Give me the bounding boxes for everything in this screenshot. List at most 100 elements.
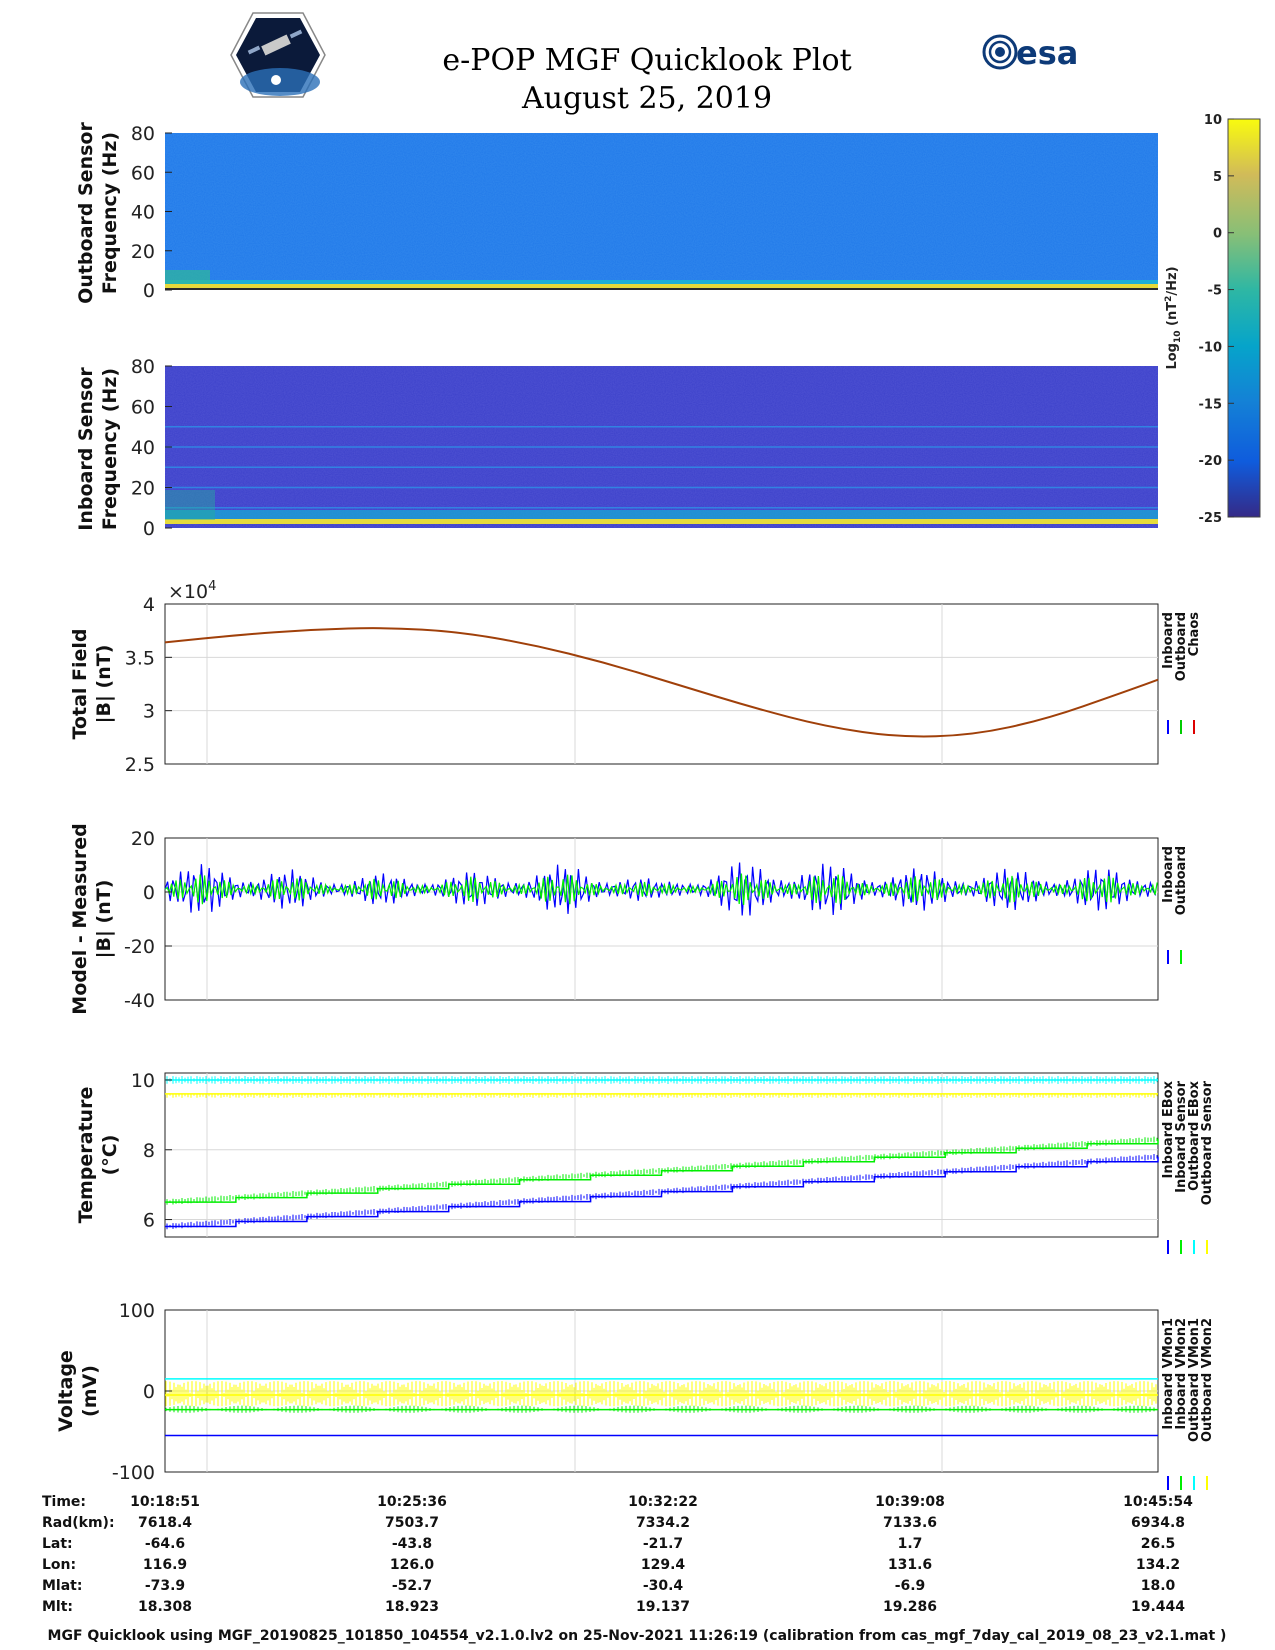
esa-logo-text: esa xyxy=(1016,34,1078,72)
ephemeris-cell: -43.8 xyxy=(392,1536,432,1552)
temperature-panel: 10 8 6 Temperature (°C) Inboard EBoxInboar… xyxy=(75,1070,1215,1254)
total-field-panel: 4 3.5 3 2.5 ×104 Total Field |B| (nT) Inboa… xyxy=(69,579,1202,776)
colorbar-tick-label: 10 xyxy=(1204,113,1222,128)
colorbar: 10 5 0 -5 -10 -15 -20 -25 Log10 (nT2/Hz) xyxy=(1164,113,1261,526)
colorbar-tick-label: -20 xyxy=(1199,454,1223,469)
ephemeris-cell: 10:32:22 xyxy=(628,1494,698,1510)
ephemeris-cell: -64.6 xyxy=(145,1536,185,1552)
legend-label: Outboard xyxy=(1174,612,1189,681)
legend-label: Inboard VMon1 xyxy=(1161,1318,1176,1430)
y-tick-label: 8 xyxy=(143,1140,155,1162)
total-field-ylabel-2: |B| (nT) xyxy=(93,645,115,724)
temperature-ylabel-1: Temperature xyxy=(75,1087,97,1224)
ephemeris-row-label: Mlt: xyxy=(42,1599,73,1615)
y-tick-label: 3.5 xyxy=(125,647,155,669)
y-tick-label: -40 xyxy=(124,990,155,1012)
ephemeris-table: Time: Rad(km): Lat: Lon: Mlat: Mlt: 10:18:51 76… xyxy=(42,1494,1193,1615)
cassiope-logo xyxy=(230,12,326,98)
temperature-series-noise xyxy=(166,1136,1158,1205)
esa-logo: esa xyxy=(982,34,1078,72)
outboard-residual-line xyxy=(164,873,1158,905)
ephemeris-cell: 129.4 xyxy=(641,1557,686,1573)
ephemeris-cell: 116.9 xyxy=(143,1557,187,1573)
ephemeris-cell: 7133.6 xyxy=(883,1515,937,1531)
outboard-spectrogram-ylabel-2: Frequency (Hz) xyxy=(99,132,121,294)
y-tick-label: 60 xyxy=(131,397,155,419)
y-tick-label: 2.5 xyxy=(125,754,155,776)
ephemeris-row-label: Mlat: xyxy=(42,1578,82,1594)
y-tick-label: 80 xyxy=(131,356,155,378)
y-tick-label: 20 xyxy=(131,241,155,263)
inboard-low-band-2 xyxy=(165,519,1158,524)
colorbar-tick-label: -10 xyxy=(1199,340,1223,355)
y-tick-label: 6 xyxy=(143,1210,155,1232)
y-tick-label: 10 xyxy=(131,1070,155,1092)
ephemeris-cell: -73.9 xyxy=(145,1578,185,1594)
plot-date: August 25, 2019 xyxy=(521,81,772,116)
esa-logo-icon xyxy=(982,34,1018,70)
outboard-spectrogram-noise xyxy=(165,133,1158,290)
y-tick-label: 0 xyxy=(143,882,155,904)
y-tick-label: 0 xyxy=(143,1381,155,1403)
ephemeris-cell: 18.0 xyxy=(1141,1578,1176,1594)
legend-label: Inboard VMon2 xyxy=(1174,1318,1189,1430)
ephemeris-row-label: Lat: xyxy=(42,1536,73,1552)
legend-label: Inboard xyxy=(1161,612,1176,669)
y-tick-label: 80 xyxy=(131,123,155,145)
legend-label: Outboard EBox xyxy=(1187,1080,1202,1190)
y-tick-label: -20 xyxy=(124,936,155,958)
ephemeris-cell: 19.286 xyxy=(883,1599,937,1615)
colorbar-tick-label: -25 xyxy=(1199,511,1223,526)
legend-label: Outboard VMon2 xyxy=(1200,1318,1215,1442)
y-tick-label: 3 xyxy=(143,701,155,723)
legend-label: Outboard xyxy=(1174,846,1189,915)
ephemeris-cell: 10:25:36 xyxy=(377,1494,447,1510)
y-tick-label: 40 xyxy=(131,437,155,459)
ephemeris-cell: 10:18:51 xyxy=(130,1494,200,1510)
ephemeris-row-label: Time: xyxy=(42,1494,86,1510)
model-measured-axes xyxy=(164,837,1159,1001)
y-tick-label: 20 xyxy=(131,828,155,850)
colorbar-tick-label: -5 xyxy=(1208,284,1222,299)
ephemeris-cell: 19.444 xyxy=(1131,1599,1185,1615)
y-tick-label: 0 xyxy=(143,518,155,540)
y-tick-label: 0 xyxy=(143,280,155,302)
total-field-exponent: ×104 xyxy=(168,579,216,603)
ephemeris-cell: 6934.8 xyxy=(1131,1515,1185,1531)
inboard-spectrogram-ylabel-1: Inboard Sensor xyxy=(75,367,97,531)
colorbar-label: Log10 (nT2/Hz) xyxy=(1164,266,1183,369)
outboard-dc-line xyxy=(165,288,1158,290)
ephemeris-cell: 19.137 xyxy=(636,1599,690,1615)
colorbar-tick-label: 5 xyxy=(1213,170,1222,185)
ephemeris-cell: 131.6 xyxy=(888,1557,932,1573)
y-tick-label: 40 xyxy=(131,202,155,224)
model-measured-panel: 20 0 -20 -40 Model - Measured |B| (nT) Inbo… xyxy=(69,823,1189,1014)
ephemeris-cell: -52.7 xyxy=(392,1578,432,1594)
inboard-low-band-1 xyxy=(165,510,1158,519)
total-field-ylabel-1: Total Field xyxy=(69,628,91,739)
temperature-series-noise xyxy=(166,1154,1158,1230)
outboard-low-band-1 xyxy=(165,280,1158,284)
temperature-series-noise xyxy=(166,1093,1158,1098)
ephemeris-cell: -6.9 xyxy=(895,1578,926,1594)
temperature-axes xyxy=(164,1072,1159,1238)
colorbar-gradient xyxy=(1227,118,1261,518)
legend-label: Inboard xyxy=(1161,846,1176,903)
model-measured-ylabel-1: Model - Measured xyxy=(69,823,91,1014)
chaos-series-line xyxy=(164,627,1160,738)
ephemeris-cell: 10:39:08 xyxy=(875,1494,945,1510)
ephemeris-cell: 26.5 xyxy=(1141,1536,1176,1552)
y-tick-label: 100 xyxy=(119,1300,155,1322)
legend-label: Outboard Sensor xyxy=(1200,1080,1215,1205)
outboard-start-burst xyxy=(165,270,210,284)
outboard-spectrogram-panel: 80 60 40 20 0 Outboard Sensor Frequency (Hz) xyxy=(75,122,1158,304)
ephemeris-cell: 134.2 xyxy=(1136,1557,1180,1573)
ephemeris-cell: 18.308 xyxy=(138,1599,192,1615)
inboard-spectrogram-panel: 80 60 40 20 0 Inboard Sensor Frequency (Hz) xyxy=(75,356,1158,540)
ephemeris-cell: -30.4 xyxy=(643,1578,684,1594)
y-tick-label: -100 xyxy=(112,1462,155,1484)
ephemeris-row-label: Lon: xyxy=(42,1557,76,1573)
legend-label: Inboard EBox xyxy=(1161,1080,1176,1178)
y-tick-label: 60 xyxy=(131,162,155,184)
